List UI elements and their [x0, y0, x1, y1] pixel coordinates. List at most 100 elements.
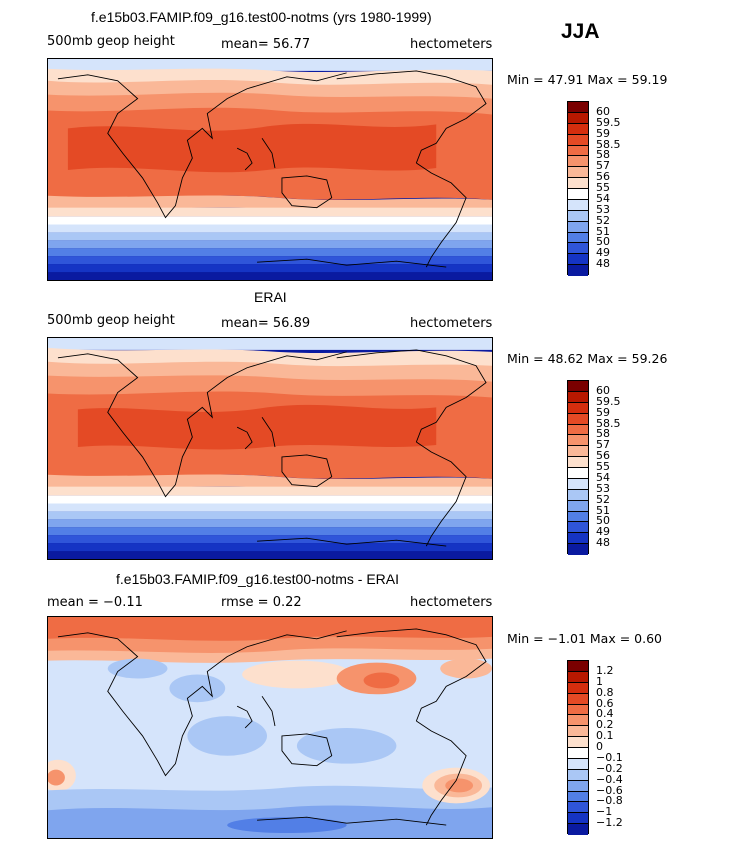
colorbar-swatch	[568, 435, 588, 447]
colorbar-swatch	[568, 446, 588, 458]
colorbar-swatch	[568, 726, 588, 738]
colorbar-swatch	[568, 511, 588, 523]
colorbar-swatch	[568, 265, 588, 276]
panel1-left-label: 500mb geop height	[47, 34, 175, 49]
colorbar-swatch	[568, 167, 588, 179]
colorbar-label: 54	[596, 191, 610, 205]
colorbar-label: 1.2	[596, 663, 614, 677]
panel1-colorbar	[567, 101, 589, 276]
colorbar-label: 59.5	[596, 115, 621, 129]
colorbar-label: 56	[596, 170, 610, 184]
colorbar-label: 58.5	[596, 416, 621, 430]
colorbar-swatch	[568, 748, 588, 759]
colorbar-label: 0.2	[596, 718, 614, 732]
colorbar-label: 58	[596, 427, 610, 441]
panel1-units: hectometers	[410, 37, 493, 52]
colorbar-swatch	[568, 145, 588, 157]
colorbar-swatch	[568, 533, 588, 545]
colorbar-label: 59	[596, 126, 610, 140]
colorbar-label: 56	[596, 449, 610, 463]
colorbar-label: 0.6	[596, 696, 614, 710]
panel2-map-field	[48, 338, 492, 559]
colorbar-swatch	[568, 758, 588, 770]
colorbar-label: 48	[596, 257, 610, 271]
colorbar-label: 1	[596, 674, 603, 688]
panel2-colorbar	[567, 380, 589, 555]
colorbar-label: 0.1	[596, 729, 614, 743]
colorbar-label: −0.1	[596, 750, 623, 764]
colorbar-swatch	[568, 468, 588, 479]
colorbar-label: 50	[596, 235, 610, 249]
panel2-minmax: Min = 48.62 Max = 59.26	[507, 351, 668, 366]
colorbar-swatch	[568, 522, 588, 534]
colorbar-label: 52	[596, 492, 610, 506]
colorbar-label: 49	[596, 246, 610, 260]
panel3-rmse: rmse = 0.22	[221, 595, 302, 610]
panel2-mean: mean= 56.89	[221, 316, 311, 331]
panel1-title: f.e15b03.FAMIP.f09_g16.test00-notms (yrs…	[91, 9, 432, 25]
colorbar-label: 57	[596, 438, 610, 452]
colorbar-label: −0.6	[596, 783, 623, 797]
colorbar-label: 0.4	[596, 707, 614, 721]
panel1-mean: mean= 56.77	[221, 37, 311, 52]
colorbar-swatch	[568, 134, 588, 146]
colorbar-swatch	[568, 102, 588, 113]
panel3-title: f.e15b03.FAMIP.f09_g16.test00-notms - ER…	[116, 571, 400, 587]
colorbar-swatch	[568, 232, 588, 244]
colorbar-label: −1	[596, 805, 613, 819]
colorbar-swatch	[568, 802, 588, 814]
colorbar-swatch	[568, 189, 588, 200]
colorbar-swatch	[568, 704, 588, 716]
colorbar-swatch	[568, 693, 588, 705]
colorbar-label: 60	[596, 104, 610, 118]
colorbar-swatch	[568, 156, 588, 168]
panel2-map	[47, 337, 493, 560]
panel2-units: hectometers	[410, 316, 493, 331]
colorbar-label: 55	[596, 181, 610, 194]
colorbar-swatch	[568, 457, 588, 468]
colorbar-label: 58.5	[596, 137, 621, 151]
colorbar-swatch	[568, 221, 588, 233]
panel1-map	[47, 58, 493, 281]
colorbar-swatch	[568, 210, 588, 222]
colorbar-swatch	[568, 123, 588, 135]
colorbar-swatch	[568, 780, 588, 792]
colorbar-label: −0.2	[596, 761, 623, 775]
panel1-minmax: Min = 47.91 Max = 59.19	[507, 72, 668, 87]
panel2-left-label: 500mb geop height	[47, 313, 175, 328]
colorbar-swatch	[568, 737, 588, 748]
colorbar-swatch	[568, 402, 588, 414]
colorbar-swatch	[568, 178, 588, 189]
panel3-units: hectometers	[410, 595, 493, 610]
colorbar-label: 55	[596, 460, 610, 473]
colorbar-label: −1.2	[596, 816, 623, 830]
colorbar-label: 49	[596, 525, 610, 539]
panel3-minmax: Min = −1.01 Max = 0.60	[507, 631, 662, 646]
panel1-map-field	[48, 59, 492, 280]
panel2-title: ERAI	[254, 289, 287, 305]
colorbar-label: 54	[596, 470, 610, 484]
colorbar-label: 59	[596, 405, 610, 419]
colorbar-swatch	[568, 112, 588, 124]
colorbar-label: 0	[596, 740, 603, 753]
panel3-map-field	[48, 617, 492, 838]
colorbar-label: −0.8	[596, 794, 623, 808]
colorbar-label: 60	[596, 383, 610, 397]
season-label: JJA	[561, 20, 600, 43]
colorbar-swatch	[568, 769, 588, 781]
panel3-mean: mean = −0.11	[47, 595, 143, 610]
colorbar-swatch	[568, 413, 588, 425]
colorbar-label: 58	[596, 148, 610, 162]
colorbar-swatch	[568, 682, 588, 694]
panel3-colorbar	[567, 660, 589, 835]
colorbar-swatch	[568, 391, 588, 403]
colorbar-swatch	[568, 661, 588, 672]
colorbar-swatch	[568, 381, 588, 392]
colorbar-label: −0.4	[596, 772, 623, 786]
colorbar-label: 51	[596, 503, 610, 517]
colorbar-swatch	[568, 824, 588, 835]
colorbar-swatch	[568, 254, 588, 266]
colorbar-label: 51	[596, 224, 610, 238]
colorbar-swatch	[568, 424, 588, 436]
colorbar-label: 53	[596, 481, 610, 495]
